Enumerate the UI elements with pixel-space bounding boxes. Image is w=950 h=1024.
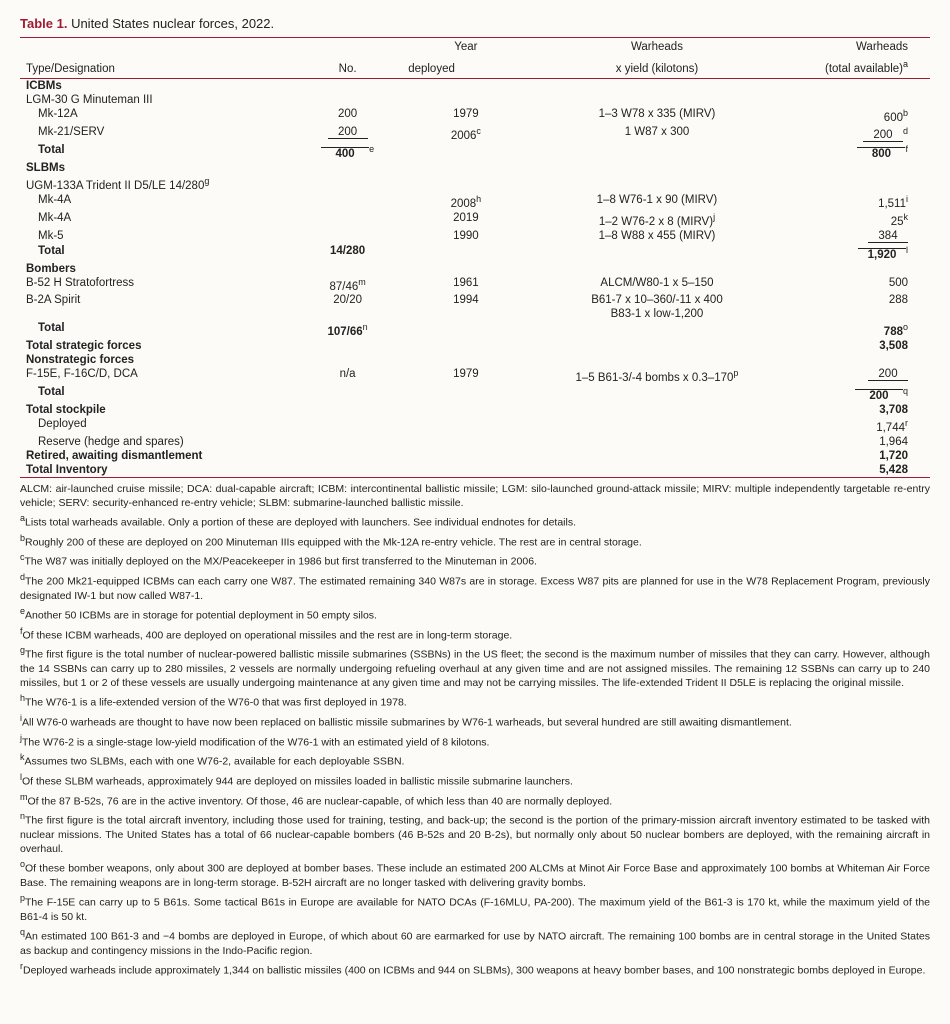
row-b52: B-52 H Stratofortress 87/46m 1961 ALCM/W… — [20, 276, 930, 294]
table-number: Table 1. — [20, 16, 67, 31]
footnote-h: hThe W76-1 is a life-extended version of… — [20, 692, 930, 710]
col-year1: Year — [402, 38, 529, 56]
footnote-j: jThe W76-2 is a single-stage low-yield m… — [20, 732, 930, 750]
footnote-d: dThe 200 Mk21-equipped ICBMs can each ca… — [20, 571, 930, 603]
row-icbm-total: Total 400e 800f — [20, 143, 930, 161]
row-ns-total: Total 200q — [20, 385, 930, 403]
row-bomber-total: Total 107/66n 788o — [20, 321, 930, 339]
section-nonstrategic: Nonstrategic forces — [20, 353, 293, 367]
footnotes: ALCM: air-launched cruise missile; DCA: … — [20, 482, 930, 978]
icbm-sub: LGM-30 G Minuteman III — [20, 93, 293, 107]
col-tot1: Warheads — [784, 38, 930, 56]
col-year2: deployed — [402, 56, 529, 78]
row-mk4a2: Mk-4A 2019 1–2 W76-2 x 8 (MIRV)j 25k — [20, 211, 930, 229]
footnote-c: cThe W87 was initially deployed on the M… — [20, 551, 930, 569]
footnote-r: rDeployed warheads include approximately… — [20, 960, 930, 978]
footnote-p: pThe F-15E can carry up to 5 B61s. Some … — [20, 892, 930, 924]
footnote-a: aLists total warheads available. Only a … — [20, 512, 930, 530]
section-slbm: SLBMs — [20, 161, 293, 175]
footnote-g: gThe first figure is the total number of… — [20, 644, 930, 690]
table-title: United States nuclear forces, 2022. — [67, 16, 274, 31]
col-type: Type/Designation — [20, 38, 293, 78]
row-stockpile-total: Total stockpile 3,708 — [20, 403, 930, 417]
footnote-o: oOf these bomber weapons, only about 300… — [20, 858, 930, 890]
footnote-i: iAll W76-0 warheads are thought to have … — [20, 712, 930, 730]
footnote-m: mOf the 87 B-52s, 76 are in the active i… — [20, 791, 930, 809]
footnote-b: bRoughly 200 of these are deployed on 20… — [20, 532, 930, 550]
row-slbm-total: Total 14/280 1,920l — [20, 244, 930, 262]
row-retired: Retired, awaiting dismantlement 1,720 — [20, 449, 930, 463]
footnote-n: nThe first figure is the total aircraft … — [20, 810, 930, 856]
footnote-q: qAn estimated 100 B61-3 and −4 bombs are… — [20, 926, 930, 958]
row-strategic-total: Total strategic forces 3,508 — [20, 339, 930, 353]
row-inventory-total: Total Inventory 5,428 — [20, 463, 930, 478]
col-no: No. — [293, 38, 402, 78]
footnote-f: fOf these ICBM warheads, 400 are deploye… — [20, 625, 930, 643]
row-b2a: B-2A Spirit 20/20 1994 B61-7 x 10–360/-1… — [20, 293, 930, 307]
row-reserve: Reserve (hedge and spares) 1,964 — [20, 435, 930, 449]
row-mk5: Mk-5 1990 1–8 W88 x 455 (MIRV) 384 — [20, 229, 930, 244]
footnote-k: kAssumes two SLBMs, each with one W76-2,… — [20, 751, 930, 769]
col-tot2: (total available)a — [784, 56, 930, 78]
table-caption: Table 1. United States nuclear forces, 2… — [20, 16, 930, 31]
footnote-l: lOf these SLBM warheads, approximately 9… — [20, 771, 930, 789]
row-f15: F-15E, F-16C/D, DCA n/a 1979 1–5 B61-3/-… — [20, 367, 930, 385]
nuclear-forces-table: Type/Designation No. Year Warheads Warhe… — [20, 37, 930, 478]
col-war1: Warheads — [530, 38, 785, 56]
section-bombers: Bombers — [20, 262, 293, 276]
row-mk12a: Mk-12A 200 1979 1–3 W78 x 335 (MIRV) 600… — [20, 107, 930, 125]
row-deployed: Deployed 1,744r — [20, 417, 930, 435]
section-icbm: ICBMs — [20, 79, 293, 93]
row-mk4a1: Mk-4A 2008h 1–8 W76-1 x 90 (MIRV) 1,511i — [20, 193, 930, 211]
slbm-sub: UGM-133A Trident II D5/LE 14/280g — [20, 175, 293, 193]
footnote-abbrev: ALCM: air-launched cruise missile; DCA: … — [20, 482, 930, 510]
col-war2: x yield (kilotons) — [530, 56, 785, 78]
row-mk21: Mk-21/SERV 200 2006c 1 W87 x 300 200d — [20, 125, 930, 144]
footnote-e: eAnother 50 ICBMs are in storage for pot… — [20, 605, 930, 623]
row-b2a-line2: B83-1 x low-1,200 — [20, 307, 930, 321]
